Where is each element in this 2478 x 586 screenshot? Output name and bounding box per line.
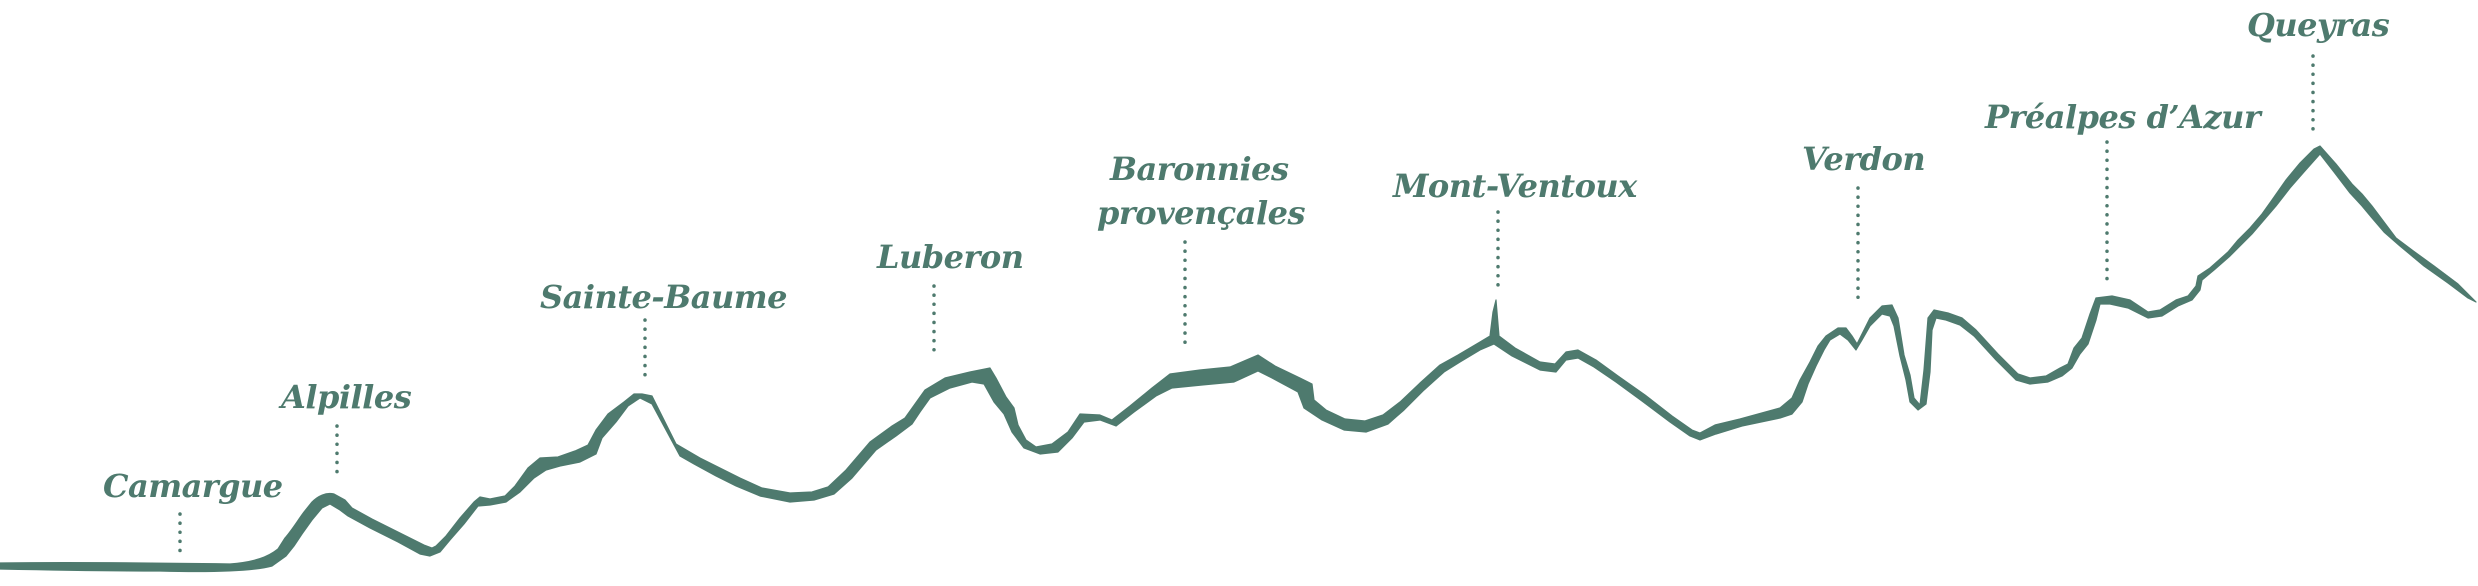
region-label-baronnies-line2: provençales xyxy=(1097,194,1306,232)
region-label-baronnies-line1: Baronnies xyxy=(1109,150,1289,188)
region-baronnies-provencales: Baronnies provençales xyxy=(1097,150,1306,352)
region-mont-ventoux: Mont-Ventoux xyxy=(1392,167,1639,292)
region-sainte-baume: Sainte-Baume xyxy=(540,278,787,384)
region-alpilles: Alpilles xyxy=(278,378,412,480)
region-luberon: Luberon xyxy=(876,238,1024,360)
region-camargue: Camargue xyxy=(103,467,283,554)
region-label-sainte-baume: Sainte-Baume xyxy=(540,278,787,316)
region-label-luberon: Luberon xyxy=(876,238,1023,276)
mountain-ridge-profile xyxy=(0,145,2477,573)
region-label-verdon: Verdon xyxy=(1802,140,1925,178)
region-label-camargue: Camargue xyxy=(103,467,283,505)
region-verdon: Verdon xyxy=(1802,140,1926,300)
region-prealpes-d-azur: Préalpes d’Azur xyxy=(1984,98,2263,284)
region-label-queyras: Queyras xyxy=(2247,6,2390,44)
region-label-mont-ventoux: Mont-Ventoux xyxy=(1392,167,1638,205)
region-queyras: Queyras xyxy=(2247,6,2390,134)
region-label-alpilles: Alpilles xyxy=(278,378,412,416)
region-label-prealpes-d-azur: Préalpes d’Azur xyxy=(1984,98,2263,136)
